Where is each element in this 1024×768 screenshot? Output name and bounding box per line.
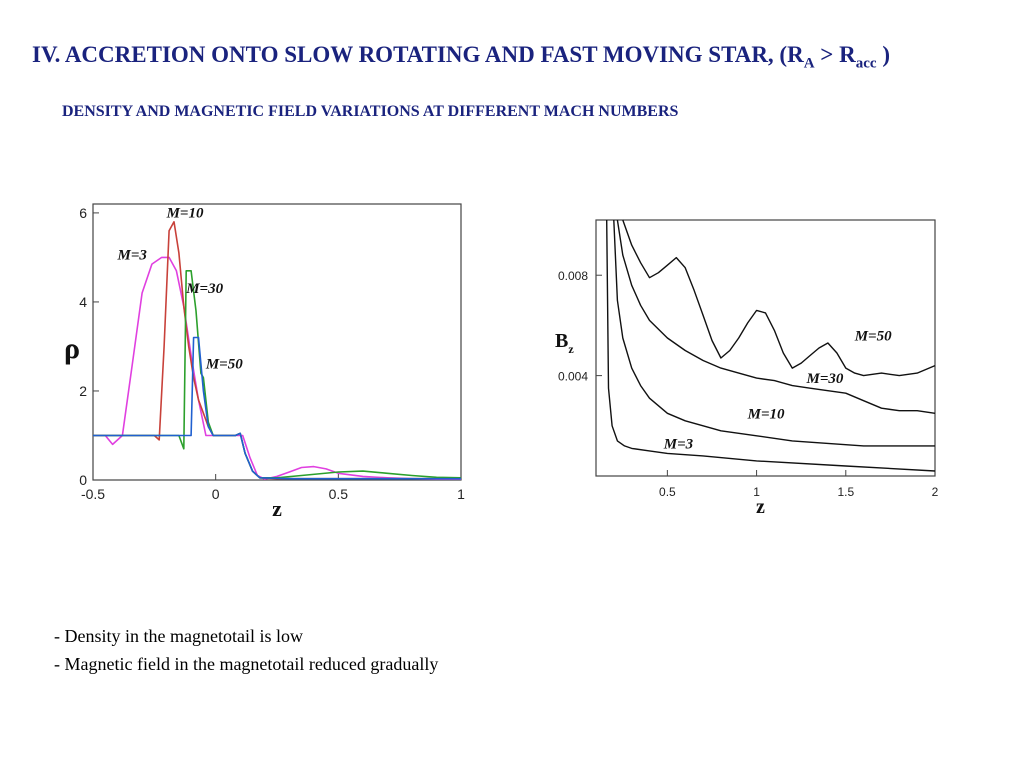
y-tick-label: 0.004 [558, 370, 588, 384]
y-tick-label: 6 [79, 205, 87, 221]
y-tick-label: 4 [79, 294, 87, 310]
x-tick-label: 0.5 [659, 485, 676, 499]
y-axis-label-sub: z [568, 342, 574, 356]
curve-label: M=50 [205, 357, 243, 373]
bullet-list: - Density in the magnetotail is low - Ma… [54, 622, 438, 678]
title-sub-a: A [803, 55, 815, 72]
curve-label: M=10 [747, 406, 785, 422]
series-line-m50 [93, 336, 461, 480]
curve-label: M=10 [166, 205, 204, 221]
x-tick-label: 0.5 [329, 486, 349, 502]
x-tick-label: 0 [212, 486, 220, 502]
x-axis-label: z [756, 496, 765, 518]
curve-label: M=3 [663, 436, 694, 452]
curve-label: M=30 [185, 281, 223, 297]
y-axis-label: ρ [64, 332, 80, 365]
series-line-m50 [622, 219, 936, 377]
y-tick-label: 2 [79, 383, 87, 399]
curve-label: M=3 [117, 248, 148, 264]
y-tick-label: 0.008 [558, 269, 588, 283]
series-line-m10 [613, 219, 935, 447]
title-sub-acc: acc [855, 55, 877, 72]
slide-title: IV. ACCRETION ONTO SLOW ROTATING AND FAS… [32, 42, 1022, 73]
y-axis-label: Bz [555, 330, 574, 356]
plot-frame [92, 203, 462, 481]
curve-label: M=30 [806, 371, 844, 387]
title-main: IV. ACCRETION ONTO SLOW ROTATING AND FAS… [32, 42, 804, 67]
x-tick-label: 1.5 [837, 485, 854, 499]
curve-label: M=50 [854, 328, 892, 344]
bullet-item-magnetic-field: - Magnetic field in the magnetotail redu… [54, 654, 439, 674]
title-end: ) [876, 42, 891, 67]
series-line-m3 [606, 219, 936, 472]
x-tick-label: 1 [753, 485, 760, 499]
x-tick-label: 2 [932, 485, 939, 499]
slide-subtitle: DENSITY AND MAGNETIC FIELD VARIATIONS AT… [62, 103, 679, 120]
y-axis-label-main: B [555, 330, 568, 352]
x-axis-label: z [272, 496, 282, 521]
x-tick-label: -0.5 [81, 486, 105, 502]
title-mid: > R [814, 42, 856, 67]
series-line-m30 [616, 219, 936, 414]
bullet-item-density: - Density in the magnetotail is low [54, 626, 303, 646]
x-tick-label: 1 [457, 486, 465, 502]
plot-frame [595, 219, 936, 477]
y-tick-label: 0 [79, 472, 87, 488]
